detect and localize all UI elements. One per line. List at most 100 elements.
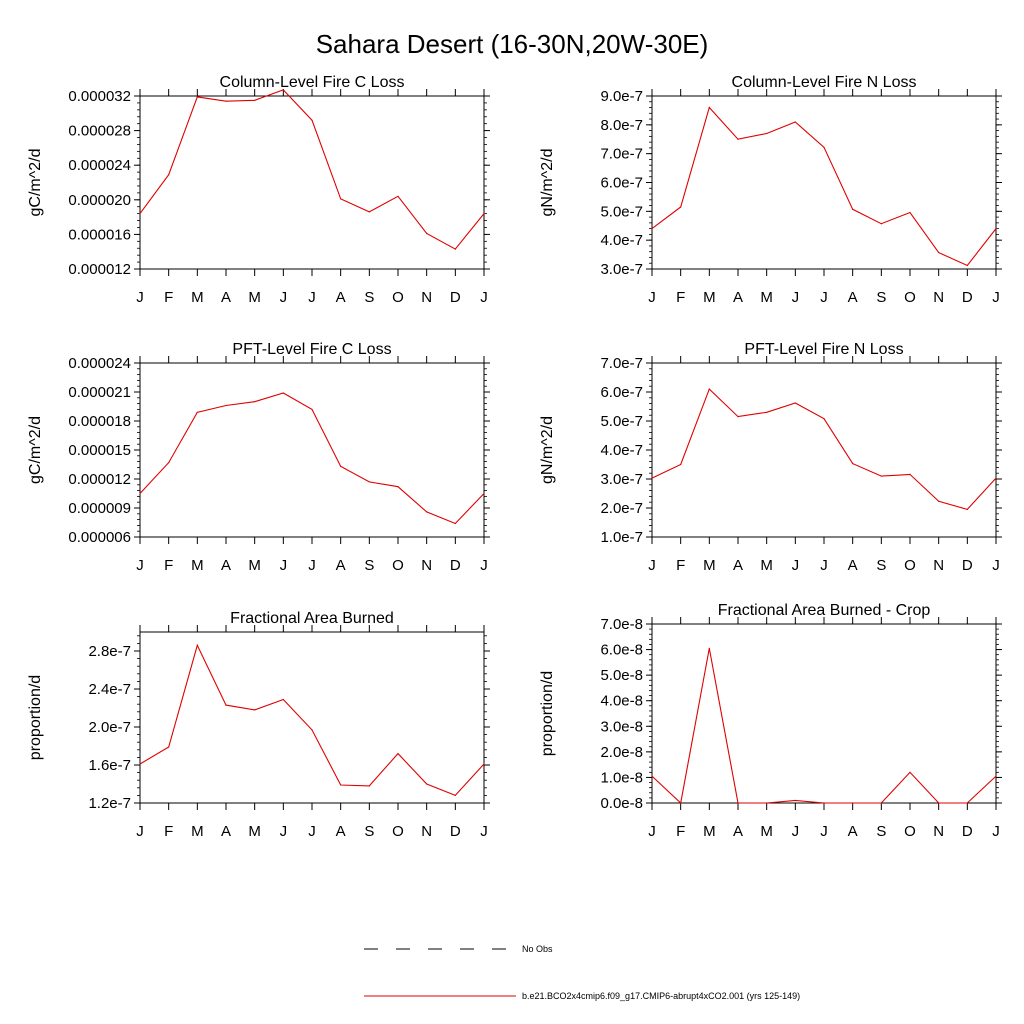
x-tick-label: M [191,557,204,574]
x-tick-label: J [280,823,288,840]
y-tick-label: 5.0e-7 [600,203,643,220]
y-tick-label: 7.0e-8 [600,616,643,633]
x-tick-label: S [364,557,374,574]
y-tick-label: 0.000016 [68,226,131,243]
y-tick-label: 0.000009 [68,500,131,517]
y-tick-label: 0.000021 [68,384,131,401]
y-axis-label: proportion/d [539,671,556,756]
data-point [397,486,399,488]
data-point [426,511,428,513]
x-tick-label: O [392,557,404,574]
x-tick-label: A [848,557,858,574]
data-point [254,99,256,101]
data-point [794,402,796,404]
data-point [139,763,141,765]
x-tick-label: D [450,289,461,306]
data-point [766,802,768,804]
x-tick-label: O [392,823,404,840]
chart-panel-3: PFT-Level Fire C Loss gC/m^2/d 0.000006 0.0… [27,341,490,574]
data-point [794,121,796,123]
plot-frame [651,623,997,804]
data-point [680,802,682,804]
y-tick-label: 0.000028 [68,123,131,140]
x-tick-label: N [421,289,432,306]
data-point [680,463,682,466]
x-tick-label: M [248,289,261,306]
x-tick-label: J [820,823,828,840]
y-tick-label: 8.0e-7 [600,117,643,134]
y-tick-label: 0.000015 [68,442,131,459]
data-series-line [139,89,485,250]
data-point [139,213,141,215]
x-tick-label: J [308,557,316,574]
data-point [708,647,710,649]
data-point [483,213,485,215]
data-point [225,704,227,706]
y-axis-label: proportion/d [27,675,44,760]
data-point [254,709,256,711]
x-tick-label: S [364,823,374,840]
chart-title: Column-Level Fire C Loss [220,74,405,91]
data-point [426,783,428,785]
data-point [311,729,313,731]
x-tick-label: A [733,289,743,306]
chart-title: Fractional Area Burned [230,610,394,627]
data-series-line [139,643,485,797]
y-tick-label: 0.000020 [68,192,131,209]
y-axis-label: gN/m^2/d [539,416,556,484]
data-point [340,465,342,468]
panels: Column-Level Fire C Loss gC/m^2/d 0.000012… [27,74,1002,840]
x-tick-label: D [962,823,973,840]
x-tick-label: J [136,557,144,574]
data-point [483,763,485,765]
y-tick-label: 0.000012 [68,261,131,278]
data-point [966,802,968,804]
y-tick-label: 0.000024 [68,355,131,372]
x-tick-label: O [904,823,916,840]
x-tick-label: S [876,557,886,574]
y-tick-label: 2.0e-7 [88,719,131,736]
data-point [823,418,825,420]
x-tick-label: F [164,557,173,574]
y-tick-label: 0.000032 [68,88,131,105]
y-axis-label: gC/m^2/d [27,416,44,484]
data-point [368,211,370,213]
x-tick-label: D [962,289,973,306]
y-tick-label: 0.000018 [68,413,131,430]
x-tick-label: J [648,823,656,840]
data-point [340,784,342,786]
data-point [995,228,997,230]
data-point [225,404,227,407]
data-point [139,492,141,495]
data-point [995,775,997,777]
x-tick-label: J [992,823,1000,840]
y-tick-label: 4.0e-7 [600,232,643,249]
x-tick-label: M [248,557,261,574]
data-point [651,477,653,479]
x-tick-label: M [760,557,773,574]
chart-panel-1: Column-Level Fire C Loss gC/m^2/d 0.000012… [27,74,490,306]
y-tick-label: 2.0e-7 [600,500,643,517]
x-tick-label: A [848,289,858,306]
data-point [995,477,997,479]
data-point [454,248,456,250]
data-point [766,132,768,135]
data-point [880,475,882,477]
x-tick-label: J [792,557,800,574]
x-tick-label: O [392,289,404,306]
data-point [938,802,940,804]
data-point [282,698,284,701]
data-point [708,106,710,109]
x-tick-label: J [308,823,316,840]
y-tick-label: 2.0e-8 [600,744,643,761]
x-tick-label: A [221,557,231,574]
y-tick-label: 1.2e-7 [88,795,131,812]
x-tick-label: A [336,823,346,840]
data-point [880,802,882,804]
chart-panel-2: Column-Level Fire N Loss gN/m^2/d 3.0e-7 4.… [539,74,1002,306]
data-point [708,388,710,390]
chart-title: Fractional Area Burned - Crop [718,602,931,619]
chart-panel-6: Fractional Area Burned - Crop proportion/… [539,602,1002,840]
y-tick-label: 4.0e-8 [600,693,643,710]
x-tick-label: A [221,823,231,840]
